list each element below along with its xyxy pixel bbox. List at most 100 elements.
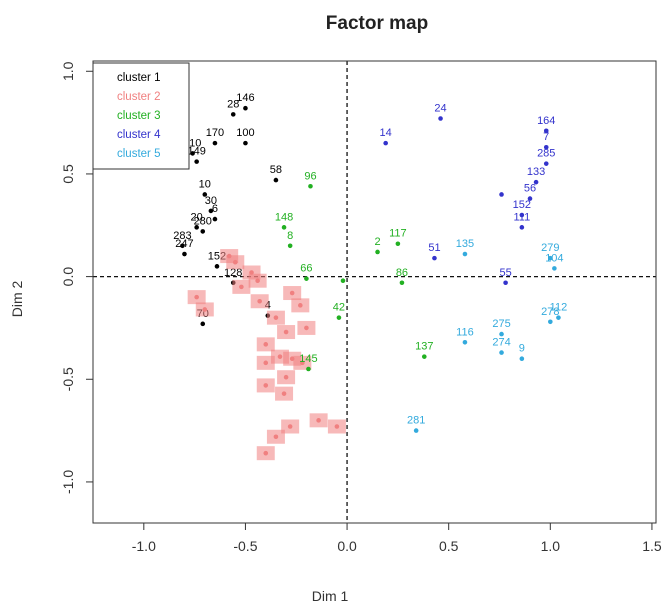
point-label: 7 bbox=[543, 131, 549, 143]
point-label: 58 bbox=[270, 164, 282, 176]
data-point bbox=[281, 391, 287, 396]
point-label: 278 bbox=[541, 306, 559, 318]
data-point bbox=[202, 307, 208, 312]
data-point bbox=[413, 428, 419, 433]
data-point bbox=[533, 179, 539, 185]
point-label: 275 bbox=[492, 318, 510, 330]
data-point bbox=[232, 259, 238, 265]
data-point bbox=[182, 251, 187, 257]
legend-entry: cluster 2 bbox=[117, 91, 160, 103]
data-point bbox=[432, 255, 437, 261]
point-label: 247 bbox=[175, 238, 193, 250]
point-label: 152 bbox=[513, 199, 531, 211]
data-point bbox=[243, 105, 248, 111]
data-point bbox=[306, 366, 311, 372]
point-label: 24 bbox=[434, 102, 446, 114]
data-point bbox=[214, 264, 220, 269]
point-label: 66 bbox=[300, 263, 312, 275]
data-point bbox=[287, 424, 293, 429]
data-point bbox=[277, 354, 283, 359]
point-label: 2 bbox=[374, 236, 380, 248]
point-label: 112 bbox=[550, 302, 568, 314]
data-point bbox=[273, 315, 279, 320]
data-point bbox=[421, 354, 427, 359]
y-tick-label: 1.0 bbox=[60, 61, 76, 81]
point-label: 149 bbox=[187, 146, 205, 158]
chart-title: Factor map bbox=[326, 13, 428, 34]
data-point bbox=[527, 196, 533, 201]
data-point bbox=[462, 340, 468, 345]
data-point bbox=[300, 360, 305, 366]
data-point bbox=[249, 270, 254, 275]
point-label: 51 bbox=[428, 242, 440, 254]
data-point bbox=[334, 424, 340, 429]
legend: cluster 1 cluster 2 cluster 3 cluster 4 clus… bbox=[92, 62, 190, 170]
point-label: 148 bbox=[275, 211, 293, 223]
data-point bbox=[462, 251, 468, 257]
data-point bbox=[212, 140, 218, 146]
data-point bbox=[239, 284, 244, 290]
data-point bbox=[281, 225, 287, 230]
data-point bbox=[273, 177, 279, 183]
data-point bbox=[273, 434, 279, 440]
data-point bbox=[212, 216, 218, 222]
data-point bbox=[283, 374, 289, 380]
data-point bbox=[395, 241, 401, 247]
data-point bbox=[255, 278, 260, 284]
data-point bbox=[243, 140, 248, 146]
data-point bbox=[298, 303, 303, 308]
point-label: 9 bbox=[519, 343, 525, 355]
x-tick-label: 0.5 bbox=[439, 538, 459, 554]
point-label: 42 bbox=[333, 302, 345, 314]
point-label: 8 bbox=[287, 230, 293, 242]
data-point bbox=[399, 280, 405, 286]
point-label: 170 bbox=[206, 127, 224, 139]
point-label: 6 bbox=[212, 203, 218, 215]
data-point bbox=[194, 294, 199, 300]
data-point bbox=[289, 290, 295, 296]
y-tick-label: -1.0 bbox=[60, 470, 76, 494]
data-point bbox=[308, 183, 313, 189]
data-point bbox=[194, 225, 199, 230]
data-point bbox=[289, 356, 295, 362]
legend-entry: cluster 3 bbox=[117, 110, 160, 122]
point-label: 274 bbox=[492, 337, 510, 349]
data-point bbox=[283, 329, 289, 335]
axis-ticks: -1.0 -0.5 0.0 0.5 1.0 1.5 -1.0 -0.5 0.0 0.5 1.0 bbox=[60, 61, 662, 554]
point-label: 10 bbox=[199, 178, 211, 190]
data-point bbox=[519, 225, 525, 230]
data-point bbox=[316, 418, 321, 423]
data-point bbox=[556, 315, 561, 320]
data-point bbox=[375, 249, 380, 255]
data-point bbox=[499, 331, 504, 337]
data-point bbox=[287, 243, 293, 249]
y-tick-label: 0.0 bbox=[60, 267, 76, 287]
point-label: 135 bbox=[456, 238, 474, 250]
data-point bbox=[190, 151, 195, 156]
point-label: 128 bbox=[224, 267, 242, 279]
data-point bbox=[336, 315, 342, 320]
data-point bbox=[200, 229, 206, 234]
legend-entry: cluster 1 bbox=[117, 72, 160, 84]
data-point bbox=[200, 321, 206, 327]
point-label: 56 bbox=[524, 183, 536, 195]
point-label: 133 bbox=[527, 166, 545, 178]
point-label: 145 bbox=[299, 353, 317, 365]
data-point bbox=[304, 276, 309, 281]
x-tick-label: 1.0 bbox=[541, 538, 561, 554]
data-point bbox=[543, 144, 549, 150]
point-label: 20 bbox=[191, 211, 203, 223]
data-point bbox=[263, 383, 269, 388]
x-tick-label: -0.5 bbox=[233, 538, 257, 554]
data-point bbox=[499, 350, 504, 355]
data-point bbox=[208, 208, 214, 214]
x-tick-label: 0.0 bbox=[337, 538, 357, 554]
data-point bbox=[519, 356, 525, 362]
point-label: 137 bbox=[415, 341, 433, 353]
data-point bbox=[548, 319, 553, 325]
data-point bbox=[304, 325, 309, 331]
data-point bbox=[499, 192, 504, 197]
